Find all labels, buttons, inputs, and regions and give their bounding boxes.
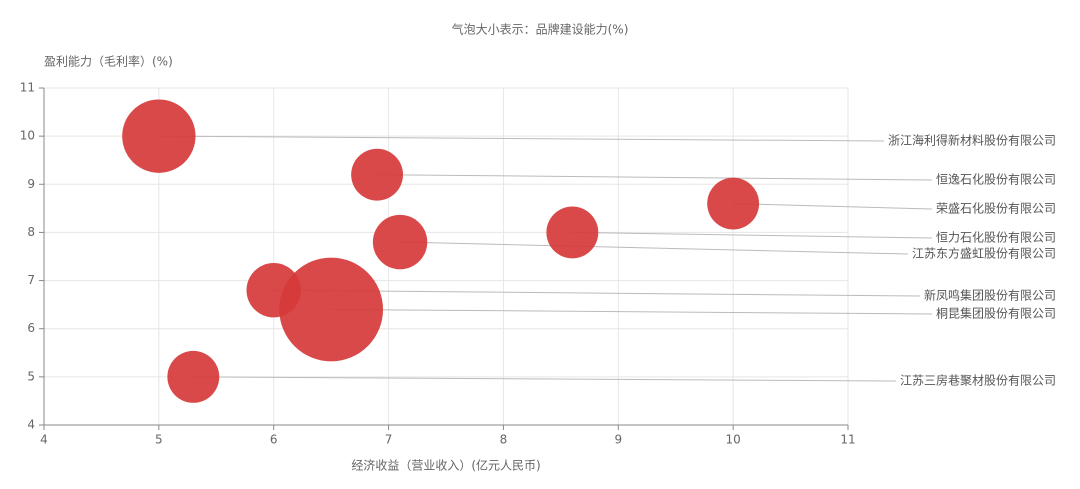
x-tick-label: 8: [500, 433, 508, 447]
y-axis-title: 盈利能力（毛利率）(%): [44, 54, 173, 69]
y-tick-label: 4: [27, 418, 35, 432]
leader-line: [400, 241, 908, 255]
bubble: [372, 214, 428, 270]
bubble-label: 浙江海利得新材料股份有限公司: [888, 133, 1056, 148]
y-tick-label: 9: [27, 177, 35, 191]
x-tick-label: 10: [726, 433, 741, 447]
leader-line: [733, 203, 932, 210]
bubbles: [122, 99, 760, 403]
bubble: [351, 148, 404, 201]
bubble: [546, 206, 599, 259]
leader-line: [158, 135, 884, 142]
x-tick-label: 11: [840, 433, 855, 447]
x-tick-label: 6: [270, 433, 278, 447]
leader-line: [572, 231, 932, 239]
leader-line: [377, 174, 932, 181]
bubble: [707, 177, 760, 230]
y-tick-label: 7: [27, 273, 35, 287]
bubble: [167, 350, 220, 403]
y-tick-label: 6: [27, 321, 35, 335]
x-tick-label: 7: [385, 433, 393, 447]
bubble-label: 新凤鸣集团股份有限公司: [924, 288, 1056, 303]
y-tick-label: 10: [20, 129, 35, 143]
leader-line: [273, 289, 920, 297]
bubble-label: 江苏三房巷聚材股份有限公司: [900, 373, 1056, 388]
bubble-label: 江苏东方盛虹股份有限公司: [912, 246, 1056, 261]
chart-title: 气泡大小表示：品牌建设能力(%): [452, 22, 629, 37]
x-axis-title: 经济收益（营业收入）(亿元人民币): [351, 458, 540, 473]
leader-line: [193, 376, 896, 382]
bubble-label: 恒力石化股份有限公司: [936, 231, 1056, 245]
labels: 浙江海利得新材料股份有限公司恒逸石化股份有限公司荣盛石化股份有限公司恒力石化股份…: [888, 133, 1056, 388]
bubble-label: 荣盛石化股份有限公司: [936, 201, 1056, 216]
bubble-label: 桐昆集团股份有限公司: [936, 306, 1056, 321]
x-tick-label: 4: [40, 433, 48, 447]
leader-lines: [158, 135, 932, 382]
bubble-label: 恒逸石化股份有限公司: [936, 173, 1056, 187]
bubble: [122, 99, 196, 173]
bubble: [279, 257, 384, 362]
x-tick-label: 9: [614, 433, 622, 447]
y-tick-label: 11: [20, 81, 35, 95]
leader-line: [331, 308, 932, 315]
y-tick-label: 8: [27, 225, 35, 239]
y-tick-label: 5: [27, 369, 35, 383]
x-tick-label: 5: [155, 433, 163, 447]
